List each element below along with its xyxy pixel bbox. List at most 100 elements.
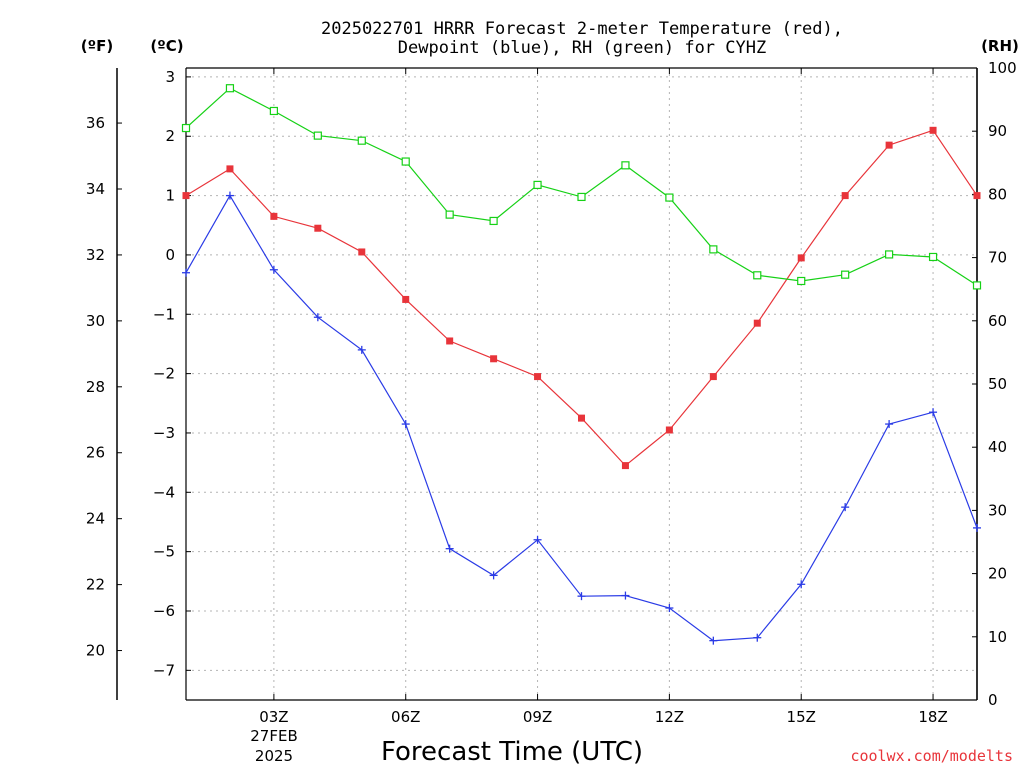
data-point-marker (753, 271, 762, 280)
x-tick-label: 09Z (523, 708, 552, 726)
rh-tick-label: 60 (988, 312, 1007, 330)
fahrenheit-tick-label: 36 (86, 114, 105, 132)
fahrenheit-tick-label: 32 (86, 246, 105, 264)
series-line (185, 87, 978, 286)
date-label-day: 27FEB (250, 727, 297, 745)
data-point-marker (490, 355, 498, 363)
fahrenheit-tick-label: 22 (86, 576, 105, 594)
credit-text: coolwx.com/modelts (850, 747, 1013, 765)
fahrenheit-tick-label: 24 (86, 510, 105, 528)
data-point-marker (709, 373, 717, 381)
fahrenheit-tick-label: 26 (86, 444, 105, 462)
data-point-marker (841, 270, 850, 279)
celsius-unit-label: (ºC) (150, 37, 183, 55)
x-tick-label: 03Z (259, 708, 288, 726)
data-point-marker (357, 345, 366, 354)
data-point-marker (358, 248, 366, 256)
data-point-marker (753, 319, 761, 327)
rh-tick-label: 20 (988, 565, 1007, 583)
data-point-marker (929, 408, 938, 417)
celsius-tick-label: −7 (153, 661, 175, 679)
x-tick-label: 12Z (655, 708, 684, 726)
data-point-marker (534, 373, 542, 381)
data-point-marker (313, 313, 322, 322)
data-point-marker (972, 281, 982, 290)
celsius-tick-label: −4 (153, 483, 175, 501)
fahrenheit-tick-label: 30 (86, 312, 105, 330)
data-point-marker (445, 210, 454, 219)
data-point-marker (357, 136, 366, 145)
celsius-tick-label: −2 (153, 365, 175, 383)
data-point-marker (665, 193, 674, 202)
data-point-marker (489, 216, 498, 226)
data-point-marker (269, 265, 278, 274)
data-point-marker (402, 295, 410, 303)
rh-unit-label: (RH) (981, 37, 1019, 55)
fahrenheit-tick-label: 34 (86, 180, 105, 198)
fahrenheit-unit-label: (ºF) (81, 37, 113, 55)
fahrenheit-tick-label: 20 (86, 642, 105, 660)
rh-tick-label: 10 (988, 628, 1007, 646)
data-point-marker (841, 192, 849, 200)
date-label-year: 2025 (255, 747, 293, 765)
rh-tick-label: 100 (988, 59, 1017, 77)
series-layer (181, 84, 982, 645)
celsius-tick-label: 3 (165, 68, 175, 86)
data-point-marker (929, 126, 937, 134)
data-point-marker (665, 604, 674, 613)
data-point-marker (533, 180, 542, 190)
x-axis-title: Forecast Time (UTC) (381, 737, 643, 767)
x-tick-label: 15Z (787, 708, 816, 726)
x-tick-label: 18Z (918, 708, 947, 726)
rh-tick-label: 80 (988, 185, 1007, 203)
x-tick-label: 06Z (391, 708, 420, 726)
celsius-tick-label: 0 (165, 246, 175, 264)
rh-tick-label: 30 (988, 501, 1007, 519)
rh-tick-label: 90 (988, 122, 1007, 140)
data-point-marker (841, 503, 850, 512)
fahrenheit-tick-label: 28 (86, 378, 105, 396)
data-point-marker (225, 191, 234, 200)
data-point-marker (577, 192, 586, 202)
data-point-marker (577, 592, 586, 601)
data-point-marker (226, 165, 234, 173)
data-point-marker (621, 462, 629, 470)
data-point-marker (709, 245, 718, 254)
celsius-tick-label: −5 (153, 543, 175, 561)
data-point-marker (314, 224, 322, 232)
data-point-marker (973, 523, 981, 532)
data-point-marker (797, 276, 806, 286)
data-point-marker (181, 123, 191, 133)
data-point-marker (753, 633, 762, 642)
data-point-marker (182, 192, 190, 200)
grid-lines (186, 68, 977, 700)
rh-tick-label: 40 (988, 438, 1007, 456)
data-point-marker (446, 337, 454, 345)
rh-tick-label: 0 (988, 691, 998, 709)
celsius-tick-label: −6 (153, 602, 175, 620)
data-point-marker (269, 106, 278, 116)
celsius-tick-label: 2 (165, 127, 175, 145)
rh-tick-label: 70 (988, 249, 1007, 267)
data-point-marker (225, 84, 235, 93)
data-point-marker (885, 420, 894, 429)
rh-tick-label: 50 (988, 375, 1007, 393)
data-point-marker (621, 591, 630, 600)
data-point-marker (709, 636, 718, 645)
title-line-2: Dewpoint (blue), RH (green) for CYHZ (398, 38, 766, 58)
celsius-tick-label: −3 (153, 424, 175, 442)
data-point-marker (313, 131, 322, 140)
data-point-marker (401, 420, 410, 429)
celsius-tick-label: −1 (153, 305, 175, 323)
data-point-marker (928, 252, 938, 262)
data-point-marker (621, 161, 630, 170)
data-point-marker (885, 250, 894, 259)
data-point-marker (973, 192, 981, 200)
title-line-1: 2025022701 HRRR Forecast 2-meter Tempera… (321, 19, 843, 39)
data-point-marker (797, 580, 806, 589)
data-point-marker (489, 571, 498, 580)
data-point-marker (401, 157, 410, 166)
data-point-marker (270, 212, 278, 220)
data-point-marker (182, 268, 190, 277)
